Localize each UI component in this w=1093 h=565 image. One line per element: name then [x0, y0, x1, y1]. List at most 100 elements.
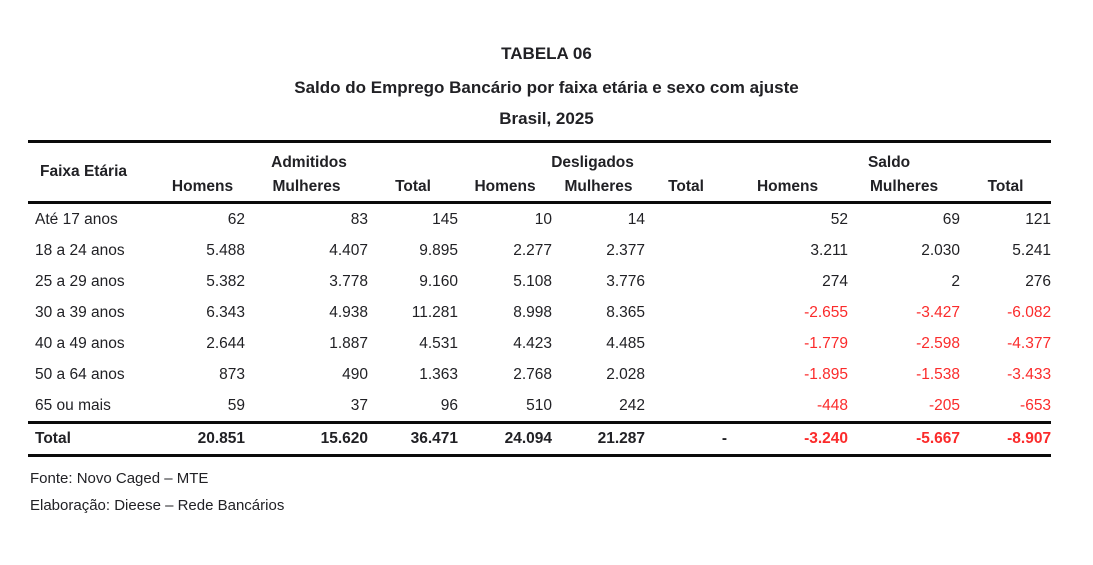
row-label: 65 ou mais — [35, 396, 111, 414]
value-cell: -6.082 — [1007, 303, 1052, 321]
value-cell: -3.427 — [916, 303, 961, 321]
document-page: TABELA 06 Saldo do Emprego Bancário por … — [0, 0, 1093, 519]
column-header-desligados-mulheres: Mulheres — [564, 177, 633, 195]
value-cell: -2.598 — [916, 334, 961, 352]
value-cell: 121 — [1025, 210, 1052, 228]
value-cell — [645, 359, 727, 390]
source-note: Fonte: Novo Caged – MTE — [30, 470, 209, 487]
value-cell: 3.778 — [329, 272, 368, 290]
column-header-faixa-etaria: Faixa Etária — [40, 163, 128, 180]
value-cell: 5.488 — [206, 241, 245, 259]
value-cell — [645, 203, 727, 236]
table-row: 65 ou mais 59 37 96 510 242 -448 -205 -653 — [28, 390, 1051, 423]
value-cell: 62 — [227, 210, 245, 228]
group-header-saldo: Saldo — [867, 154, 911, 171]
row-label: 50 a 64 anos — [35, 365, 125, 383]
column-header-desligados-homens: Homens — [474, 177, 536, 195]
value-cell: 490 — [342, 365, 368, 383]
table-title: Saldo do Emprego Bancário por faixa etár… — [294, 78, 799, 97]
value-cell: 5.382 — [206, 272, 245, 290]
value-cell: -205 — [929, 396, 961, 414]
value-cell: 2.030 — [921, 241, 961, 259]
value-cell: 1.887 — [329, 334, 368, 352]
value-cell: -4.377 — [1007, 334, 1052, 352]
elaboration-note: Elaboração: Dieese – Rede Bancários — [30, 497, 285, 514]
table-row: 25 a 29 anos 5.382 3.778 9.160 5.108 3.776 274… — [28, 266, 1051, 297]
table-row: 18 a 24 anos 5.488 4.407 9.895 2.277 2.377 3.2… — [28, 235, 1051, 266]
value-cell: -2.655 — [804, 303, 849, 321]
value-cell: 9.160 — [419, 272, 459, 290]
value-cell: 69 — [942, 210, 961, 228]
value-cell: 1.363 — [419, 365, 459, 383]
value-cell: 510 — [526, 396, 553, 414]
value-cell: 96 — [440, 396, 459, 414]
value-cell — [645, 266, 727, 297]
value-cell: 83 — [350, 210, 368, 228]
value-cell: 14 — [627, 210, 646, 228]
title-block: TABELA 06 Saldo do Emprego Bancário por … — [0, 0, 1093, 129]
table-header: Faixa Etária Admitidos Desligados Saldo … — [28, 142, 1052, 203]
table-row: Até 17 anos 62 83 145 10 14 52 69 121 — [28, 203, 1051, 236]
row-label: 18 a 24 anos — [35, 241, 125, 259]
value-cell: 36.471 — [410, 430, 459, 447]
value-cell: 2.377 — [606, 241, 646, 259]
column-header-admitidos-mulheres: Mulheres — [272, 177, 341, 195]
value-cell: 4.423 — [513, 334, 553, 352]
value-cell: 4.531 — [419, 334, 459, 352]
value-cell: 21.287 — [597, 430, 646, 447]
value-cell: 15.620 — [320, 430, 368, 447]
value-cell: 11.281 — [411, 303, 459, 321]
value-cell: 873 — [219, 365, 245, 383]
value-cell: 52 — [830, 210, 849, 228]
sub-header-row: Homens Mulheres Total Homens Mulheres To… — [28, 172, 1051, 203]
table-subtitle: Brasil, 2025 — [499, 109, 594, 128]
value-cell: 37 — [350, 396, 368, 414]
table-row: 40 a 49 anos 2.644 1.887 4.531 4.423 4.485 -1.… — [28, 328, 1051, 359]
value-cell: 24.094 — [504, 430, 553, 447]
value-cell — [645, 235, 727, 266]
value-cell: -1.538 — [916, 365, 961, 383]
value-cell: 20.851 — [197, 430, 245, 447]
row-label: 40 a 49 anos — [35, 334, 125, 352]
value-cell: 274 — [822, 272, 849, 290]
value-cell: -653 — [1020, 396, 1052, 414]
column-header-desligados-total: Total — [668, 177, 704, 195]
value-cell: -3.240 — [804, 430, 849, 447]
value-cell: 2 — [951, 272, 961, 290]
value-cell: 2.277 — [513, 241, 553, 259]
value-cell: 59 — [227, 396, 245, 414]
value-cell: 242 — [619, 396, 646, 414]
row-label: 30 a 39 anos — [35, 303, 125, 321]
value-cell: 8.365 — [606, 303, 646, 321]
value-cell: 5.108 — [513, 272, 553, 290]
employment-balance-table: Faixa Etária Admitidos Desligados Saldo … — [28, 140, 1052, 457]
value-cell: 145 — [432, 210, 459, 228]
table-row: 30 a 39 anos 6.343 4.938 11.281 8.998 8.365 -2… — [28, 297, 1051, 328]
value-cell: 2.028 — [606, 365, 646, 383]
value-cell: 4.938 — [329, 303, 368, 321]
group-header-row: Faixa Etária Admitidos Desligados Saldo — [28, 142, 1051, 180]
value-cell: 2.768 — [513, 365, 553, 383]
value-cell: 5.241 — [1012, 241, 1052, 259]
value-cell: -448 — [817, 396, 849, 414]
footer-notes: Fonte: Novo Caged – MTE Elaboração: Diee… — [30, 465, 1093, 519]
value-cell: 6.343 — [206, 303, 245, 321]
value-cell: 276 — [1025, 272, 1052, 290]
value-cell: 8.998 — [513, 303, 553, 321]
table-number-title: TABELA 06 — [501, 44, 592, 63]
column-header-saldo-homens: Homens — [756, 177, 819, 195]
column-header-saldo-total: Total — [987, 177, 1024, 195]
column-header-admitidos-total: Total — [395, 177, 431, 195]
row-label: Até 17 anos — [35, 210, 118, 228]
total-row: Total 20.851 15.620 36.471 24.094 21.287 - -3.2… — [28, 422, 1052, 456]
value-cell: 4.485 — [606, 334, 646, 352]
value-cell: 4.407 — [329, 241, 368, 259]
row-label: Total — [35, 430, 71, 447]
value-cell: -1.895 — [804, 365, 849, 383]
value-cell: 9.895 — [419, 241, 459, 259]
value-cell: 3.776 — [606, 272, 646, 290]
value-cell: -5.667 — [916, 430, 961, 447]
column-header-saldo-mulheres: Mulheres — [870, 177, 939, 195]
value-cell: 10 — [534, 210, 553, 228]
row-label: 25 a 29 anos — [35, 272, 125, 290]
